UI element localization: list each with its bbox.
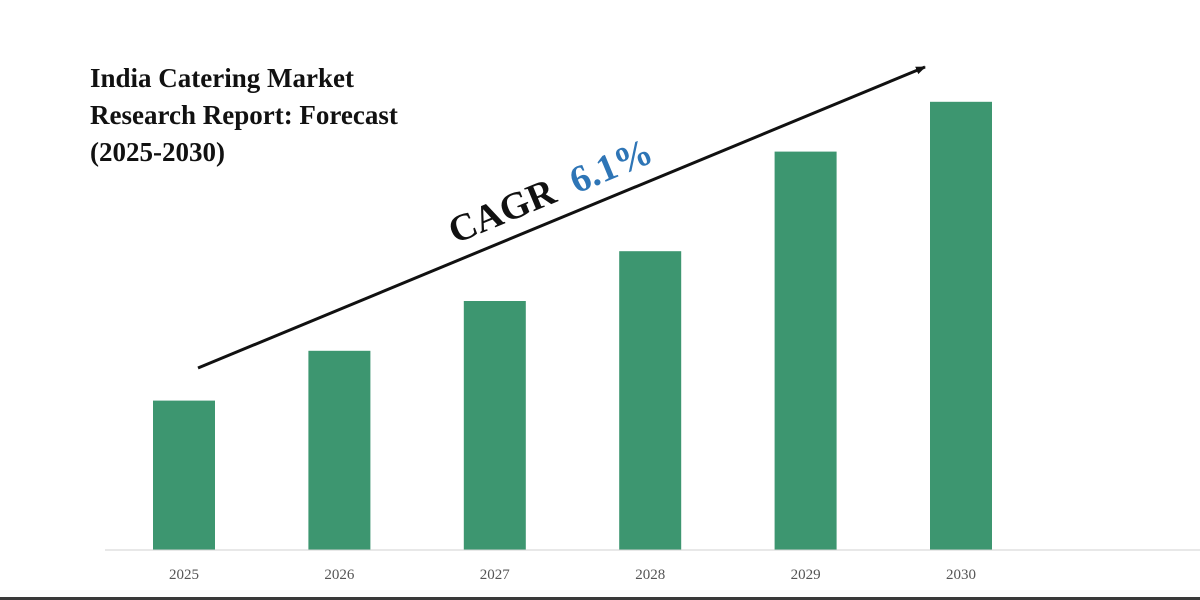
chart-title: India Catering Market Research Report: F… <box>90 60 470 171</box>
bar-2030 <box>930 101 992 551</box>
bar-2025 <box>153 400 215 550</box>
cagr-trend-arrow <box>197 65 926 370</box>
bar-2027 <box>463 301 526 550</box>
bar-2026 <box>308 350 371 550</box>
x-tick-label-2029: 2029 <box>791 567 821 583</box>
x-tick-label-2030: 2030 <box>946 567 976 583</box>
cagr-label: CAGR <box>442 170 562 252</box>
chart-title-line-3: (2025-2030) <box>90 137 225 167</box>
x-tick-label-2025: 2025 <box>169 567 199 583</box>
x-tick-label-2027: 2027 <box>480 567 511 583</box>
x-tick-label-2028: 2028 <box>635 567 665 583</box>
chart-title-line-1: India Catering Market <box>90 63 354 93</box>
cagr-value: 6.1% <box>564 131 659 203</box>
bar-2028 <box>619 251 682 550</box>
x-tick-label-2026: 2026 <box>324 567 355 583</box>
bar-2029 <box>774 151 837 550</box>
chart-title-line-2: Research Report: Forecast <box>90 100 398 130</box>
bottom-border <box>0 597 1200 600</box>
